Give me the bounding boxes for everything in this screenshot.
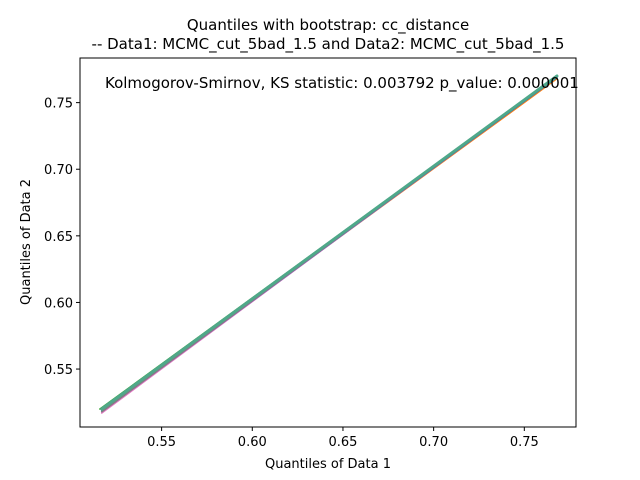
y-tick-label: 0.60 [44, 296, 73, 311]
x-axis-label: Quantiles of Data 1 [265, 457, 391, 472]
y-axis-ticks: 0.55 0.60 0.65 0.70 0.75 [44, 97, 80, 378]
plot-frame [79, 57, 577, 428]
series-layer [99, 74, 559, 414]
y-tick-label: 0.65 [44, 230, 73, 245]
x-tick-label: 0.75 [510, 435, 539, 450]
chart-title-line2: -- Data1: MCMC_cut_5bad_1.5 and Data2: M… [92, 35, 565, 54]
y-axis-label: Quantiles of Data 2 [19, 179, 34, 305]
y-tick-label: 0.75 [44, 97, 73, 112]
y-tick-label: 0.55 [44, 363, 73, 378]
x-axis-ticks: 0.55 0.60 0.65 0.70 0.75 [147, 427, 539, 450]
x-tick-label: 0.65 [328, 435, 357, 450]
chart-title-line1: Quantiles with bootstrap: cc_distance [187, 16, 469, 35]
ks-annotation: Kolmogorov-Smirnov, KS statistic: 0.0037… [105, 74, 579, 93]
bootstrap-quantile-line [100, 74, 559, 411]
y-tick-label: 0.70 [44, 163, 73, 178]
x-tick-label: 0.55 [147, 435, 176, 450]
x-tick-label: 0.60 [238, 435, 267, 450]
x-tick-label: 0.70 [419, 435, 448, 450]
